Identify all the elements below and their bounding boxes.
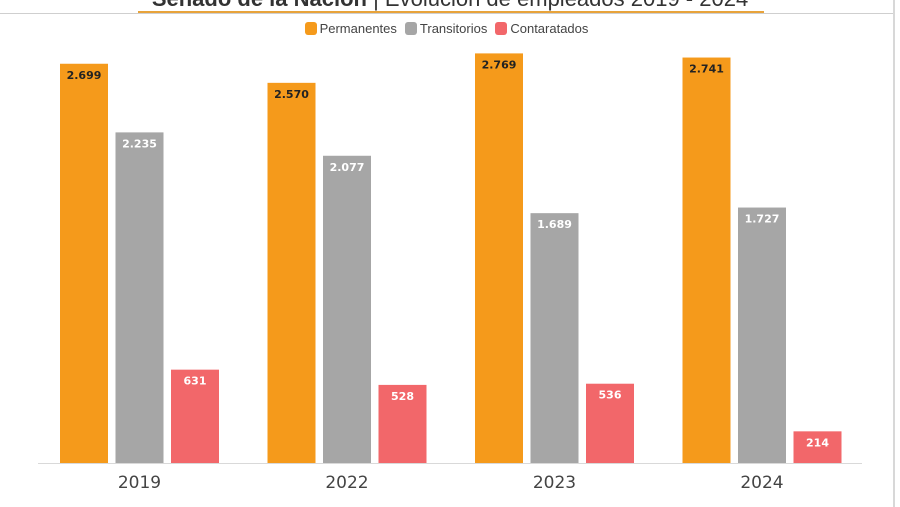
data-label: 2.699	[67, 69, 102, 82]
data-label: 2.570	[274, 88, 309, 101]
bar-transitorios-2022[interactable]	[323, 155, 371, 464]
legend-label: Contaratados	[510, 21, 589, 36]
data-label: 1.727	[745, 213, 780, 226]
legend-item-transitorios[interactable]: Transitorios	[404, 21, 488, 36]
bar-permanentes-2024[interactable]	[682, 57, 731, 463]
data-label: 2.741	[689, 63, 724, 76]
bar-transitorios-2023[interactable]	[530, 213, 579, 463]
data-label: 1.689	[537, 218, 572, 231]
x-tick-label: 2023	[533, 473, 576, 493]
bar-permanentes-2023[interactable]	[475, 53, 523, 463]
divider	[0, 13, 893, 14]
x-tick-label: 2024	[740, 473, 783, 493]
legend-swatch	[404, 22, 417, 35]
chart-title-bold: Senado de la Nación	[152, 0, 367, 11]
bar-contaratados-2019[interactable]	[171, 369, 219, 463]
data-label: 2.235	[122, 137, 157, 150]
bar-contaratados-2022[interactable]	[378, 384, 427, 463]
bar-permanentes-2022[interactable]	[267, 82, 316, 463]
data-label: 631	[184, 375, 207, 388]
title-underline	[138, 11, 764, 13]
bar-transitorios-2024[interactable]	[738, 207, 786, 463]
legend-item-contaratados[interactable]: Contaratados	[495, 21, 588, 36]
bar-permanentes-2019[interactable]	[60, 63, 108, 464]
legend-swatch	[495, 22, 508, 35]
data-label: 528	[391, 390, 414, 403]
legend-item-permanentes[interactable]: Permanentes	[304, 21, 397, 36]
x-tick-label: 2019	[118, 473, 161, 493]
legend-label: Permanentes	[319, 21, 397, 36]
chart-title-rest: | Evolución de empleados 2019 - 2024	[367, 0, 748, 11]
bar-contaratados-2023[interactable]	[586, 383, 634, 463]
legend-label: Transitorios	[419, 21, 488, 36]
data-label: 536	[599, 389, 622, 402]
data-label: 214	[806, 436, 829, 449]
data-label: 2.077	[330, 161, 365, 174]
x-tick-label: 2022	[325, 473, 368, 493]
bar-transitorios-2019[interactable]	[115, 132, 164, 464]
data-label: 2.769	[482, 58, 517, 71]
chart-title: Senado de la Nación | Evolución de emple…	[0, 0, 900, 12]
legend: Permanentes Transitorios Contaratados	[0, 21, 893, 36]
legend-swatch	[304, 22, 317, 35]
frame-border	[893, 0, 895, 507]
bar-contaratados-2024[interactable]	[793, 431, 842, 463]
